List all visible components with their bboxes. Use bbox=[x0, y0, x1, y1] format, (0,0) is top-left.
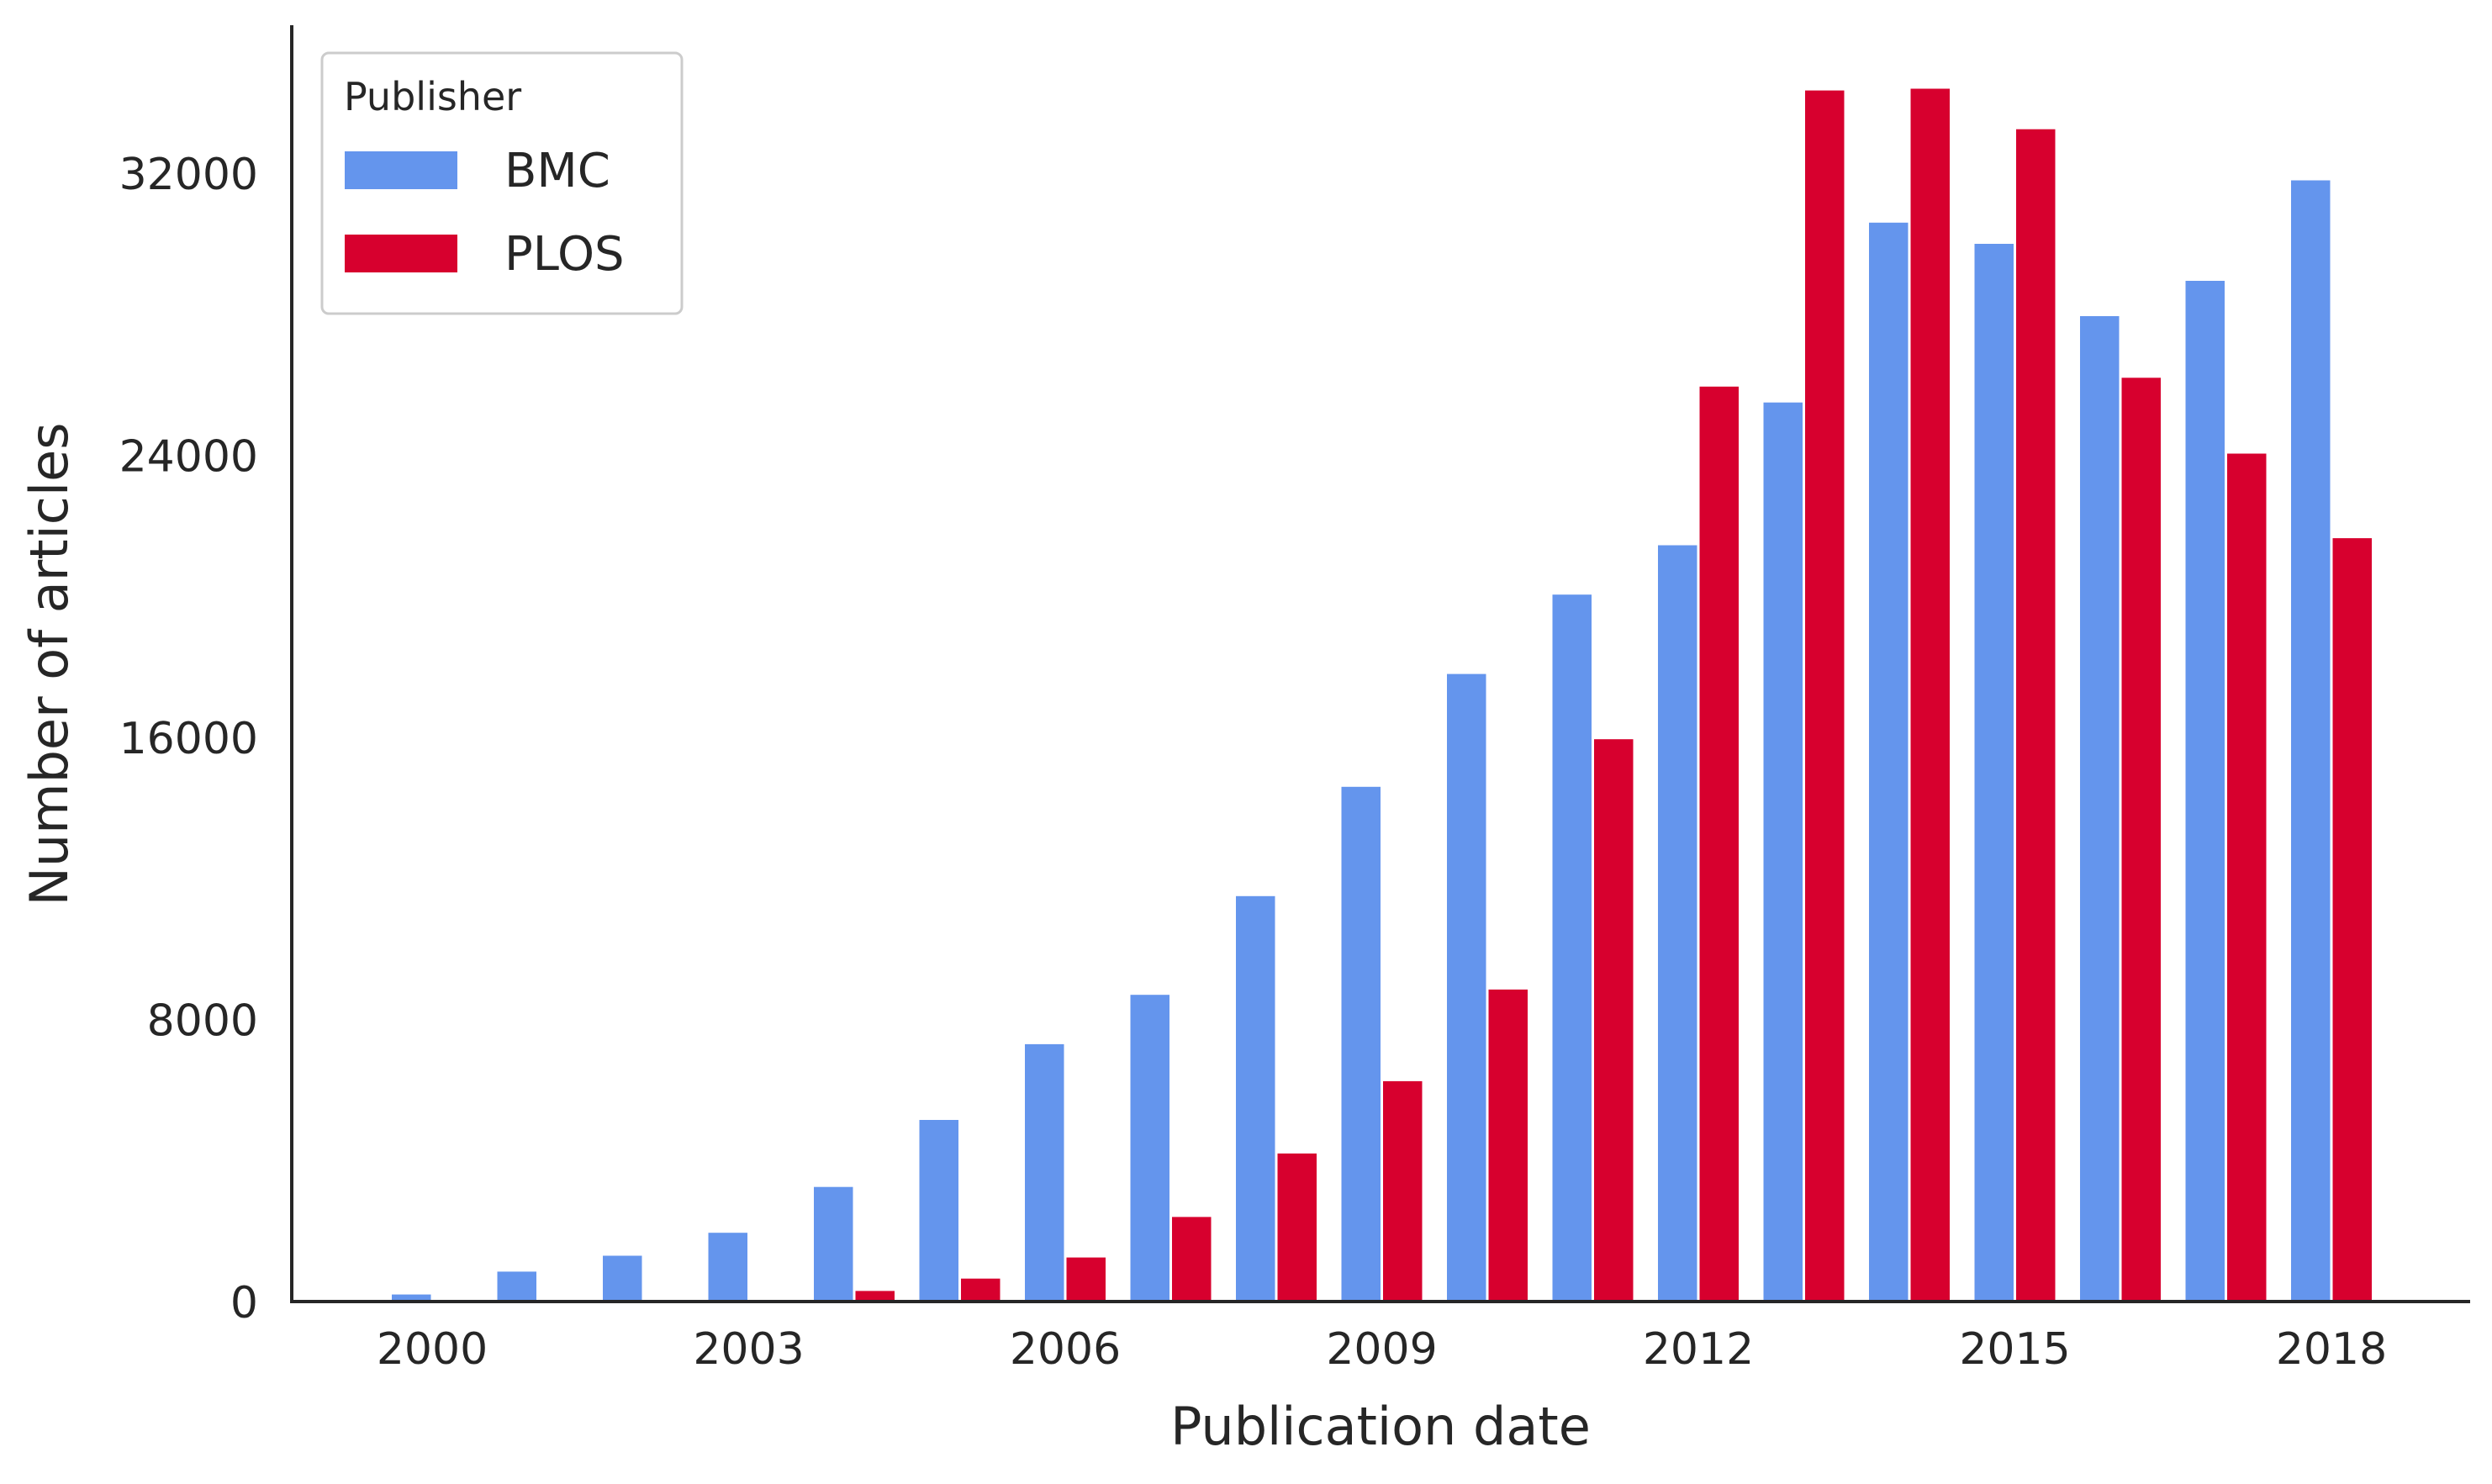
bar-bmc-2011 bbox=[1552, 594, 1592, 1302]
x-axis-title: Publication date bbox=[1170, 1396, 1591, 1457]
bar-bmc-2001 bbox=[497, 1271, 536, 1302]
bar-plos-2012 bbox=[1699, 386, 1739, 1302]
x-tick-label-2015: 2015 bbox=[1959, 1324, 2070, 1375]
bar-bmc-2006 bbox=[1025, 1043, 1064, 1302]
bar-plos-2006 bbox=[1066, 1257, 1106, 1302]
legend-label-plos: PLOS bbox=[504, 227, 625, 282]
bar-bmc-2014 bbox=[1869, 222, 1909, 1302]
bar-plos-2018 bbox=[2332, 538, 2372, 1302]
legend: Publisher BMC PLOS bbox=[320, 51, 684, 315]
bar-bmc-2016 bbox=[2080, 316, 2120, 1302]
bar-bmc-2015 bbox=[1974, 244, 2014, 1302]
y-tick-label-8000: 8000 bbox=[147, 996, 258, 1047]
bar-bmc-2003 bbox=[708, 1233, 747, 1302]
axes-layer bbox=[290, 25, 2470, 1303]
y-tick-label-16000: 16000 bbox=[119, 714, 258, 764]
bar-plos-2017 bbox=[2227, 453, 2267, 1302]
legend-swatch-bmc bbox=[345, 151, 457, 189]
y-tick-label-24000: 24000 bbox=[119, 432, 258, 483]
x-tick-label-2003: 2003 bbox=[693, 1324, 804, 1375]
bars-layer bbox=[392, 88, 2372, 1302]
legend-swatch-plos bbox=[345, 235, 457, 272]
bar-plos-2007 bbox=[1172, 1217, 1212, 1302]
bar-bmc-2017 bbox=[2185, 281, 2225, 1302]
bar-bmc-2005 bbox=[919, 1120, 958, 1302]
bar-plos-2016 bbox=[2121, 378, 2161, 1302]
y-tick-label-32000: 32000 bbox=[119, 150, 258, 200]
bar-plos-2008 bbox=[1277, 1153, 1317, 1302]
x-tick-label-2018: 2018 bbox=[2276, 1324, 2387, 1375]
x-tick-label-2006: 2006 bbox=[1010, 1324, 1121, 1375]
bar-plos-2011 bbox=[1594, 739, 1634, 1302]
bar-plos-2014 bbox=[1910, 88, 1950, 1302]
bar-bmc-2007 bbox=[1130, 995, 1169, 1302]
bar-plos-2005 bbox=[961, 1278, 1000, 1302]
bar-plos-2004 bbox=[855, 1291, 895, 1302]
bar-bmc-2013 bbox=[1763, 402, 1803, 1302]
ticks-layer: 0 8000 16000 24000 32000 2000 2003 2006 2009 2012… bbox=[119, 150, 2388, 1375]
x-tick-label-2012: 2012 bbox=[1643, 1324, 1754, 1375]
bar-plos-2010 bbox=[1488, 989, 1528, 1302]
bar-bmc-2010 bbox=[1447, 673, 1486, 1302]
bar-bmc-2008 bbox=[1236, 895, 1275, 1302]
bar-plos-2009 bbox=[1383, 1080, 1423, 1302]
bar-bmc-2009 bbox=[1341, 786, 1381, 1302]
legend-entries: BMC PLOS bbox=[345, 144, 625, 282]
y-axis-title: Number of articles bbox=[18, 422, 80, 906]
bar-bmc-2018 bbox=[2291, 180, 2331, 1302]
legend-label-bmc: BMC bbox=[504, 144, 610, 198]
y-tick-label-0: 0 bbox=[230, 1278, 258, 1328]
bar-bmc-2012 bbox=[1658, 545, 1697, 1302]
x-tick-label-2000: 2000 bbox=[377, 1324, 488, 1375]
bar-bmc-2002 bbox=[603, 1255, 642, 1302]
bar-plos-2015 bbox=[2016, 129, 2056, 1302]
bar-bmc-2004 bbox=[814, 1186, 853, 1302]
bar-plos-2013 bbox=[1805, 90, 1845, 1302]
x-tick-label-2009: 2009 bbox=[1326, 1324, 1437, 1375]
bar-bmc-2000 bbox=[392, 1294, 431, 1302]
legend-title: Publisher bbox=[344, 74, 521, 119]
